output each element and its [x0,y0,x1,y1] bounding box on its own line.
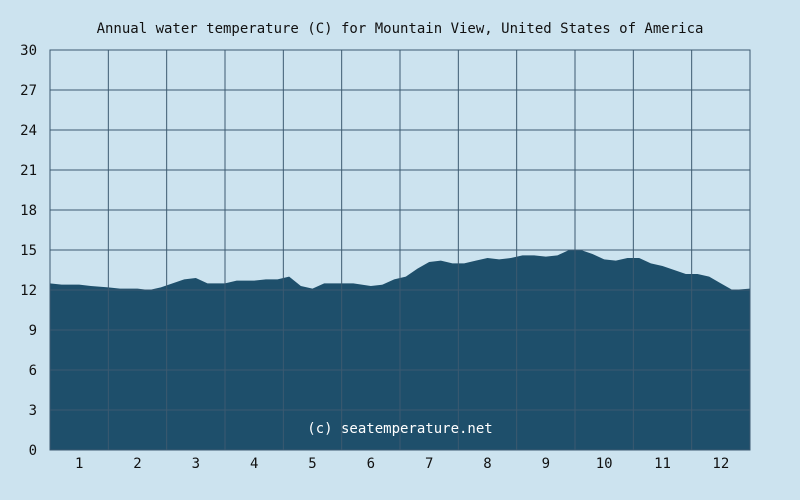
x-tick-label: 2 [133,456,141,472]
y-tick-label: 3 [29,403,37,419]
x-tick-label: 4 [250,456,258,472]
x-tick-label: 9 [542,456,550,472]
x-tick-label: 7 [425,456,433,472]
y-tick-label: 24 [20,123,37,139]
y-tick-label: 6 [29,363,37,379]
y-tick-label: 9 [29,323,37,339]
y-tick-label: 12 [20,283,37,299]
x-tick-label: 6 [367,456,375,472]
x-tick-label: 3 [192,456,200,472]
x-tick-label: 8 [483,456,491,472]
y-tick-label: 0 [29,443,37,459]
y-tick-label: 27 [20,83,37,99]
x-tick-label: 5 [308,456,316,472]
watermark-text: (c) seatemperature.net [307,421,492,437]
y-tick-label: 18 [20,203,37,219]
x-tick-label: 11 [654,456,671,472]
x-tick-label: 1 [75,456,83,472]
y-tick-label: 15 [20,243,37,259]
x-tick-label: 12 [712,456,729,472]
chart-title: Annual water temperature (C) for Mountai… [97,21,704,37]
x-tick-label: 10 [596,456,613,472]
y-tick-label: 30 [20,43,37,59]
grid-lines [49,49,751,451]
plot-border [49,49,751,451]
y-tick-label: 21 [20,163,37,179]
